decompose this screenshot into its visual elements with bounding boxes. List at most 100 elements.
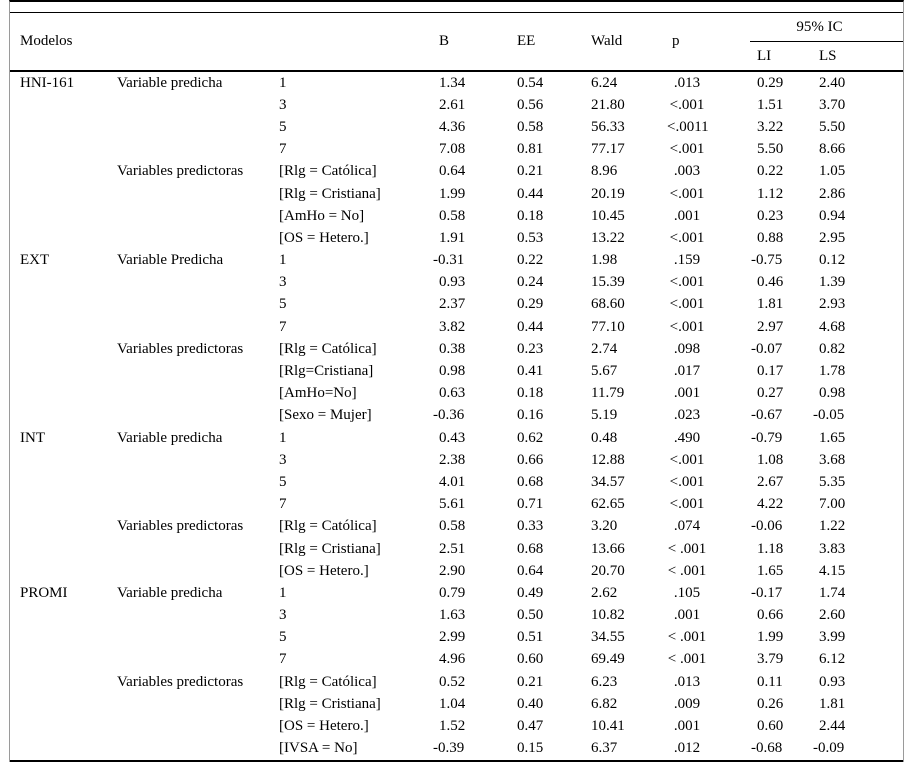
- header-spacer: [707, 13, 750, 72]
- pred-cell: 5: [279, 118, 287, 135]
- spacer-cell: [707, 582, 750, 604]
- spacer-cell: [707, 449, 750, 471]
- spacer-cell: [707, 94, 750, 116]
- b-cell: 0.58: [439, 207, 466, 224]
- li-cell: 0.26: [757, 695, 784, 712]
- group-cell: [117, 605, 279, 627]
- p-cell: .017: [673, 363, 701, 380]
- model-cell: [10, 649, 117, 671]
- table-row: [IVSA = No] -0.39 0.15 6.37 .012 -0.68 -0.09: [10, 738, 903, 761]
- table-row: INT Variable predicha 1 0.43 0.62 0.48 .490 -0.…: [10, 427, 903, 449]
- p-cell: <.001: [669, 185, 705, 202]
- group-cell: [117, 272, 279, 294]
- li-cell: 2.67: [757, 473, 784, 490]
- b-cell: 1.34: [439, 74, 466, 91]
- li-cell: -0.67: [751, 407, 783, 424]
- pred-cell: [Rlg = Católica]: [279, 673, 377, 690]
- ls-cell: 1.39: [819, 274, 846, 291]
- b-cell: 0.79: [439, 584, 466, 601]
- ee-cell: 0.68: [517, 540, 544, 557]
- ee-cell: 0.18: [517, 385, 544, 402]
- table-row: 3 2.38 0.66 12.88 <.001 1.08 3.68: [10, 449, 903, 471]
- wald-cell: 62.65: [591, 496, 625, 513]
- ls-cell: 2.93: [819, 296, 846, 313]
- model-cell: [10, 116, 117, 138]
- table-row: Variables predictoras [Rlg = Católica] 0.5…: [10, 516, 903, 538]
- wald-cell: 34.57: [591, 473, 625, 490]
- b-cell: 0.58: [439, 518, 466, 535]
- ee-cell: 0.56: [517, 96, 544, 113]
- p-cell: .013: [673, 673, 701, 690]
- model-cell: [10, 383, 117, 405]
- p-cell: <.001: [669, 473, 705, 490]
- pred-cell: [Rlg = Cristiana]: [279, 185, 381, 202]
- table-row: PROMI Variable predicha 1 0.79 0.49 2.62 .105 -…: [10, 582, 903, 604]
- header-wald: Wald: [591, 33, 623, 49]
- spacer-cell: [707, 183, 750, 205]
- wald-cell: 6.37: [591, 740, 618, 757]
- group-cell: Variables predictoras: [117, 518, 244, 535]
- group-cell: [117, 139, 279, 161]
- pred-cell: [Sexo = Mujer]: [279, 407, 372, 424]
- group-cell: [117, 738, 279, 761]
- p-cell: .159: [673, 252, 701, 269]
- regression-table: Modelos B EE Wald p 95% IC LI LS HNI-161…: [10, 12, 904, 762]
- wald-cell: 2.62: [591, 584, 618, 601]
- ee-cell: 0.40: [517, 695, 544, 712]
- group-cell: [117, 183, 279, 205]
- b-cell: 4.36: [439, 118, 466, 135]
- group-cell: [117, 294, 279, 316]
- wald-cell: 12.88: [591, 451, 625, 468]
- table-row: 3 2.61 0.56 21.80 <.001 1.51 3.70: [10, 94, 903, 116]
- ls-cell: 0.12: [819, 252, 846, 269]
- li-cell: 1.81: [757, 296, 784, 313]
- wald-cell: 13.66: [591, 540, 625, 557]
- model-cell: [10, 715, 117, 737]
- spacer-cell: [707, 738, 750, 761]
- b-cell: 4.01: [439, 473, 466, 490]
- spacer-cell: [707, 427, 750, 449]
- li-cell: -0.75: [751, 252, 783, 269]
- model-cell: [10, 139, 117, 161]
- li-cell: 2.97: [757, 318, 784, 335]
- ls-cell: 4.68: [819, 318, 846, 335]
- pred-cell: [Rlg = Católica]: [279, 340, 377, 357]
- p-cell: <.001: [669, 96, 705, 113]
- group-cell: [117, 471, 279, 493]
- li-cell: 1.08: [757, 451, 784, 468]
- li-cell: -0.79: [751, 429, 783, 446]
- group-cell: [117, 494, 279, 516]
- model-cell: [10, 94, 117, 116]
- group-cell: [117, 205, 279, 227]
- li-cell: -0.17: [751, 584, 783, 601]
- ee-cell: 0.21: [517, 163, 544, 180]
- pred-cell: [Rlg=Cristiana]: [279, 363, 374, 380]
- b-cell: -0.39: [433, 740, 465, 757]
- p-cell: .013: [673, 74, 701, 91]
- spacer-cell: [707, 139, 750, 161]
- pred-cell: [AmHo = No]: [279, 207, 365, 224]
- spacer-cell: [707, 560, 750, 582]
- pred-cell: 5: [279, 629, 287, 646]
- b-cell: 0.52: [439, 673, 466, 690]
- table-row: 3 1.63 0.50 10.82 .001 0.66 2.60: [10, 605, 903, 627]
- pred-cell: 1: [279, 584, 287, 601]
- wald-cell: 6.82: [591, 695, 618, 712]
- p-cell: .001: [673, 607, 701, 624]
- wald-cell: 34.55: [591, 629, 625, 646]
- spacer-cell: [707, 272, 750, 294]
- ee-cell: 0.71: [517, 496, 544, 513]
- pred-cell: [Rlg = Cristiana]: [279, 695, 381, 712]
- model-cell: [10, 449, 117, 471]
- p-cell: < .001: [667, 540, 707, 557]
- p-cell: <.001: [669, 274, 705, 291]
- model-cell: [10, 161, 117, 183]
- b-cell: 2.61: [439, 96, 466, 113]
- table-row: [OS = Hetero.] 2.90 0.64 20.70 < .001 1.65 4.1…: [10, 560, 903, 582]
- ls-cell: 0.82: [819, 340, 846, 357]
- ee-cell: 0.47: [517, 718, 544, 735]
- b-cell: 0.64: [439, 163, 466, 180]
- wald-cell: 20.70: [591, 562, 625, 579]
- wald-cell: 69.49: [591, 651, 625, 668]
- header-row-bottom: LI LS: [10, 42, 903, 72]
